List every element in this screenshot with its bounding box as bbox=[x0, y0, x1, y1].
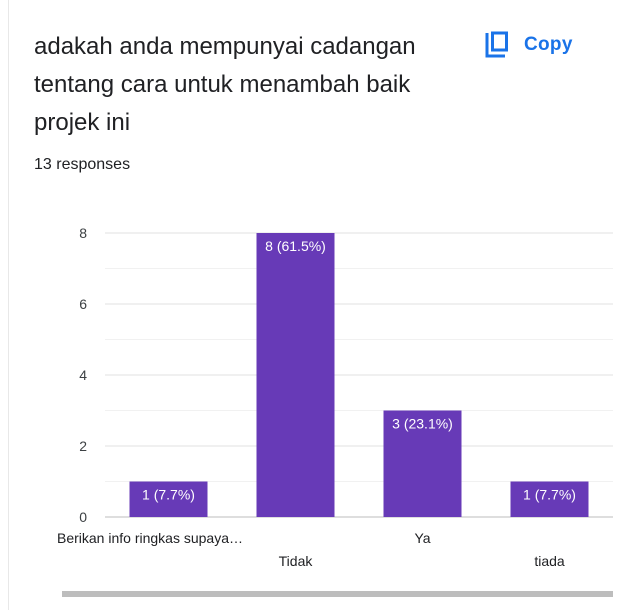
y-tick-label: 8 bbox=[79, 225, 87, 241]
copy-label: Copy bbox=[524, 34, 573, 55]
data-label: 1 (7.7%) bbox=[523, 487, 576, 503]
data-label: 1 (7.7%) bbox=[142, 487, 195, 503]
x-tick-label: Tidak bbox=[279, 553, 314, 569]
bar bbox=[510, 481, 589, 517]
bar bbox=[383, 410, 462, 517]
x-tick-label: Berikan info ringkas supaya… bbox=[57, 530, 243, 546]
bar bbox=[256, 233, 335, 517]
copy-icon bbox=[484, 31, 510, 59]
y-tick-label: 2 bbox=[79, 438, 87, 454]
data-label: 8 (61.5%) bbox=[265, 238, 326, 254]
data-label: 3 (23.1%) bbox=[392, 416, 453, 432]
horizontal-scrollbar[interactable] bbox=[62, 591, 613, 597]
response-count: 13 responses bbox=[34, 156, 131, 173]
y-tick-label: 4 bbox=[79, 367, 87, 383]
question-title: adakah anda mempunyai cadangan tentang c… bbox=[34, 33, 416, 136]
y-tick-label: 6 bbox=[79, 296, 87, 312]
x-tick-label: Ya bbox=[414, 530, 430, 546]
copy-button[interactable]: Copy bbox=[484, 30, 573, 60]
x-tick-label: tiada bbox=[534, 553, 565, 569]
bar bbox=[129, 481, 208, 517]
card-left-border bbox=[8, 0, 9, 610]
y-tick-label: 0 bbox=[79, 509, 87, 525]
